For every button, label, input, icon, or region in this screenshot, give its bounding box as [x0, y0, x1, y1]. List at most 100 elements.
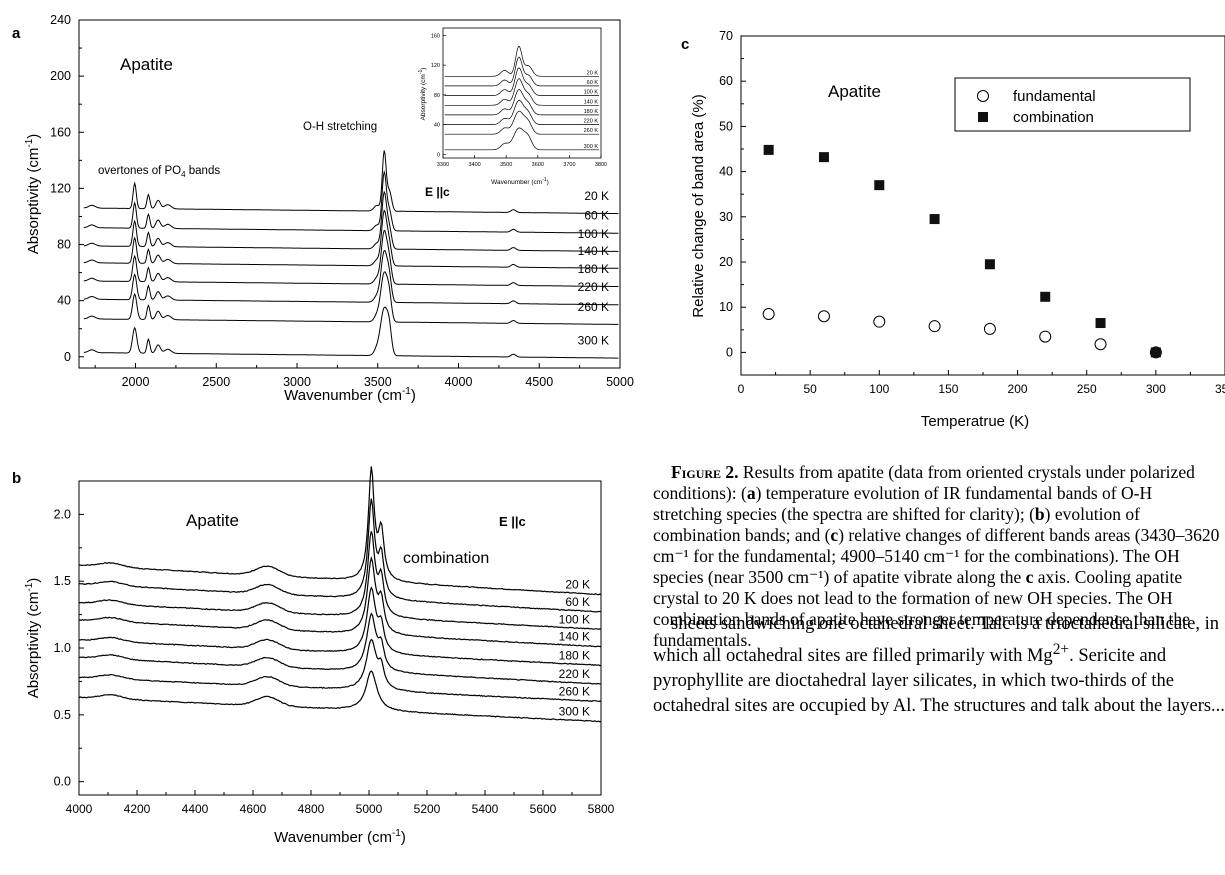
temperature-label: 180 K: [578, 262, 609, 276]
body-text-2: . Sericite and pyrophyllite are dioctahe…: [653, 646, 1225, 717]
inset-temperature-label: 60 K: [587, 80, 599, 86]
caption-text-4: ) relative changes of different bands ar…: [653, 525, 1220, 587]
panel-c-legend: [954, 77, 1191, 132]
inset-x-tick-label: 3300: [437, 162, 449, 168]
combination-point: [929, 214, 940, 225]
x-tick-label: 0: [738, 382, 745, 396]
panel-c-letter: c: [681, 36, 689, 53]
y-tick-label: 1.5: [54, 574, 71, 588]
panel-b-mineral: Apatite: [186, 511, 239, 530]
inset-spectrum-line: [444, 45, 600, 77]
inset-temperature-label: 220 K: [584, 119, 599, 125]
panel-b-temperature-labels: 20 K 60 K 100 K 140 K 180 K 220 K 260 K 300 K: [559, 578, 590, 719]
temperature-label: 20 K: [565, 578, 590, 592]
fundamental-point: [873, 315, 886, 328]
combination-point: [1040, 291, 1051, 302]
caption-text-1: Results from apatite (data from oriented…: [653, 462, 1195, 503]
inset-axes: 3300 3400 3500 3600 3700 3800 0 40 80 120 160: [431, 33, 607, 168]
x-tick-label: 5000: [356, 802, 383, 816]
x-tick-label: 5800: [588, 802, 615, 816]
panel-b-xlabel: Wavenumber (cm-1): [274, 828, 406, 846]
y-tick-label: 0: [726, 345, 733, 359]
temperature-label: 140 K: [559, 630, 590, 644]
legend-combination-label: combination: [1013, 109, 1094, 126]
caption-ref-c-axis: c: [1025, 567, 1034, 587]
x-tick-label: 3500: [364, 375, 392, 389]
x-tick-label: 4500: [525, 375, 553, 389]
combination-point: [1150, 347, 1161, 358]
panel-b: b 4000 4200 4400 4600 4800 5000 5200 5400 5600 58…: [12, 466, 615, 846]
panel-a: a 2000 2500 3000 3500 4000 4500 50000408012016…: [12, 13, 634, 404]
panel-b-ylabel: Absorptivity (cm-1): [24, 578, 42, 699]
panel-c-xlabel: Temperatrue (K): [921, 413, 1029, 430]
y-tick-label: 0: [64, 350, 71, 364]
temperature-label: 100 K: [578, 227, 609, 241]
body-paragraph: sheets sandwiching one octahedral sheet.…: [653, 612, 1225, 719]
inset-y-tick-label: 80: [434, 93, 440, 99]
panel-b-spectra: [78, 466, 602, 723]
body-superscript: 2+: [1052, 641, 1070, 658]
inset-x-tick-label: 3700: [563, 162, 575, 168]
temperature-label: 60 K: [565, 595, 590, 609]
x-tick-label: 100: [869, 382, 889, 396]
spectrum-line: [79, 466, 602, 596]
x-tick-label: 350: [1215, 382, 1225, 396]
temperature-label: 60 K: [584, 209, 609, 223]
x-tick-label: 4600: [240, 802, 267, 816]
y-tick-label: 20: [719, 255, 733, 269]
panel-a-oh-label: O-H stretching: [303, 121, 377, 133]
fundamental-point: [928, 320, 941, 333]
spectrum-line: [78, 670, 602, 723]
panel-a-temperature-labels: 20 K 60 K 100 K 140 K 180 K 220 K 260 K 300 K: [578, 189, 609, 348]
x-tick-label: 50: [803, 382, 817, 396]
x-tick-label: 5400: [472, 802, 499, 816]
x-tick-label: 250: [1077, 382, 1097, 396]
temperature-label: 260 K: [578, 300, 609, 314]
y-tick-label: 0.0: [54, 775, 71, 789]
inset-temperature-label: 140 K: [584, 99, 599, 105]
inset-spectrum-line: [444, 78, 600, 106]
inset-temperature-labels: 20 K 60 K 100 K 140 K 180 K 220 K 260 K 300 K: [584, 70, 599, 150]
inset-temperature-label: 180 K: [584, 109, 599, 115]
spectrum-line: [83, 209, 619, 269]
temperature-label: 300 K: [559, 705, 590, 719]
x-tick-label: 2000: [122, 375, 150, 389]
combination-point: [1095, 318, 1106, 329]
panel-b-polarization: E ||c: [499, 514, 526, 529]
spectrum-line: [83, 306, 619, 359]
x-tick-label: 4800: [298, 802, 325, 816]
spectrum-line: [83, 150, 619, 215]
y-tick-label: 10: [719, 300, 733, 314]
legend-fundamental-marker: [977, 90, 989, 102]
temperature-label: 300 K: [578, 334, 609, 348]
panel-b-combination-label: combination: [403, 550, 489, 567]
x-tick-label: 150: [938, 382, 958, 396]
inset-y-tick-label: 40: [434, 123, 440, 129]
panel-a-spectra: [83, 150, 619, 359]
inset-temperature-label: 260 K: [584, 128, 599, 134]
panel-c-ylabel: Relative change of band area (%): [690, 94, 707, 317]
temperature-label: 180 K: [559, 648, 590, 662]
y-tick-label: 240: [50, 13, 71, 27]
spectrum-line: [78, 638, 602, 703]
fundamental-point: [1094, 338, 1107, 351]
inset-x-tick-label: 3400: [468, 162, 480, 168]
spectrum-line: [78, 555, 602, 648]
temperature-label: 220 K: [559, 667, 590, 681]
legend-combination-marker: [978, 112, 988, 122]
y-tick-label: 60: [719, 74, 733, 88]
x-tick-label: 2500: [202, 375, 230, 389]
x-tick-label: 200: [1008, 382, 1028, 396]
y-tick-label: 40: [719, 165, 733, 179]
panel-b-letter: b: [12, 470, 21, 487]
inset-xlabel: Wavenumber (cm-1): [491, 177, 549, 186]
y-tick-label: 0.5: [54, 708, 71, 722]
x-tick-label: 300: [1146, 382, 1166, 396]
y-tick-label: 120: [50, 181, 71, 195]
inset-y-tick-label: 0: [437, 152, 440, 158]
x-tick-label: 5000: [606, 375, 634, 389]
body-text-1: sheets sandwiching one octahedral sheet.…: [653, 614, 1220, 667]
caption-text-2: ) temperature evolution of IR fundamenta…: [653, 483, 1153, 524]
caption-text-5: axis. Cooling apatite crystal to 20 K do…: [653, 567, 1190, 650]
